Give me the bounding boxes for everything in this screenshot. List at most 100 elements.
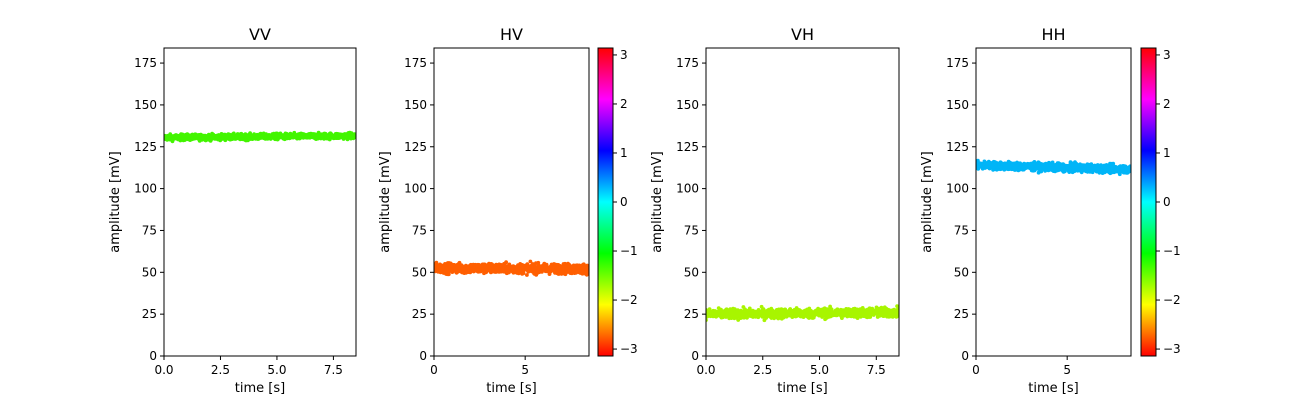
subplot-vh: 0 25 50 75 100 125 150 175 0.0 2.5 5.0 7.5 VH time [s… [650,25,900,396]
data-point [1067,170,1072,175]
colorbar-tick-label: 1 [1163,146,1171,160]
colorbar-tick-label: 2 [1163,97,1171,111]
y-tick-label: 150 [676,98,699,112]
axes-frame [705,47,900,357]
scatter-series [164,130,356,144]
data-point [586,266,589,270]
colorbar-tick-label: 3 [1163,48,1171,62]
data-point [747,306,752,311]
y-axis-label: amplitude [mV] [108,151,123,253]
axes-frame [975,47,1132,357]
subplot-hv: 0 25 50 75 100 125 150 175 0 5 HV time [s] amplitude… [378,25,638,396]
y-axis-label: amplitude [mV] [920,151,935,253]
y-tick-label: 75 [142,223,157,237]
data-point [895,304,899,308]
subplot-title: VH [791,25,814,44]
subplot-vv: 0 25 50 75 100 125 150 175 0.0 2.5 5.0 7.5 VV time [s… [108,25,357,396]
colorbar-tick-label: −3 [620,342,638,356]
y-tick-label: 25 [954,307,969,321]
subplot-title: VV [249,25,271,44]
colorbar-tick-label: −1 [1163,244,1181,258]
data-point [707,307,712,312]
data-point [1117,172,1122,177]
scatter-series [434,259,589,277]
x-tick-label: 5.0 [810,363,829,377]
colorbar-tick-label: 1 [620,146,628,160]
data-point [536,260,541,265]
y-tick-label: 50 [142,265,157,279]
colorbar-tick-label: 2 [620,97,628,111]
y-tick-label: 75 [684,223,699,237]
data-point [868,315,873,319]
x-tick-label: 7.5 [867,363,886,377]
y-tick-label: 25 [412,307,427,321]
x-axis-label: time [s] [1028,381,1078,396]
y-tick-label: 50 [684,265,699,279]
x-axis-label: time [s] [486,381,536,396]
data-point [528,259,533,264]
x-tick-label: 7.5 [324,363,343,377]
data-point [896,307,899,312]
y-tick-label: 175 [404,56,427,70]
x-tick-label: 0.0 [696,363,715,377]
colorbar-gradient [597,47,614,357]
data-point [504,260,508,265]
x-axis-label: time [s] [235,381,285,396]
data-point [1128,165,1131,169]
y-tick-label: 100 [946,182,969,196]
colorbar-tick-label: 3 [620,48,628,62]
y-tick-label: 125 [134,140,157,154]
x-tick-label: 5 [521,363,529,377]
data-point [1111,161,1116,166]
y-tick-label: 50 [412,265,427,279]
colorbar-tick-label: −3 [1163,342,1181,356]
colorbar-tick-label: 0 [620,195,628,209]
y-tick-label: 0 [149,349,157,363]
colorbar: 3 2 1 0 −1 −2 −3 [1140,47,1181,357]
y-tick-label: 175 [134,56,157,70]
y-tick-label: 125 [404,140,427,154]
x-tick-label: 0 [972,363,980,377]
colorbar-tick-label: 0 [1163,195,1171,209]
x-tick-label: 0.0 [154,363,173,377]
axes-frame [163,47,357,357]
colorbar: 3 2 1 0 −1 −2 −3 [597,47,638,357]
x-tick-label: 2.5 [753,363,772,377]
colorbar-tick-label: −2 [1163,293,1181,307]
data-point [446,272,451,277]
y-tick-label: 100 [134,182,157,196]
y-tick-label: 75 [412,223,427,237]
y-tick-label: 0 [691,349,699,363]
x-tick-label: 5.0 [267,363,286,377]
x-tick-label: 2.5 [211,363,230,377]
y-tick-label: 150 [946,98,969,112]
y-tick-label: 25 [142,307,157,321]
y-tick-label: 100 [404,182,427,196]
x-axis-label: time [s] [777,381,827,396]
x-tick-label: 0 [430,363,438,377]
y-tick-label: 125 [946,140,969,154]
y-tick-label: 125 [676,140,699,154]
y-tick-label: 100 [676,182,699,196]
subplot-hh: 0 25 50 75 100 125 150 175 0 5 HH time [s] amplitude… [920,25,1181,396]
y-tick-label: 175 [676,56,699,70]
y-tick-label: 25 [684,307,699,321]
y-tick-label: 0 [419,349,427,363]
subplot-title: HV [500,25,523,44]
colorbar-gradient [1140,47,1157,357]
scatter-series [976,158,1131,177]
data-point [521,271,526,276]
axes-frame [433,47,590,357]
data-point [434,260,439,265]
x-tick-label: 5 [1063,363,1071,377]
y-tick-label: 150 [404,98,427,112]
y-tick-label: 175 [946,56,969,70]
scatter-series [706,304,899,323]
colorbar-tick-label: −2 [620,293,638,307]
subplot-title: HH [1041,25,1065,44]
y-tick-label: 50 [954,265,969,279]
y-tick-label: 0 [961,349,969,363]
y-axis-label: amplitude [mV] [650,151,665,253]
colorbar-tick-label: −1 [620,244,638,258]
